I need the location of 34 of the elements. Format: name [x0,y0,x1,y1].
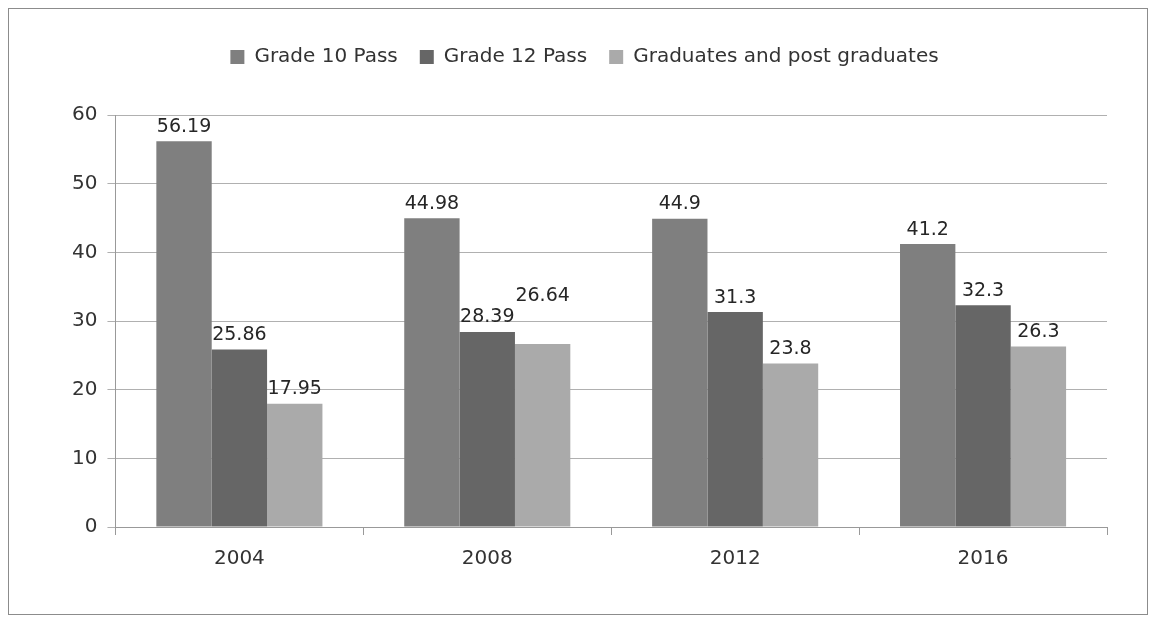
data-label: 56.19 [156,113,212,136]
y-tick-label: 40 [72,238,98,263]
data-label: 26.64 [515,283,570,306]
legend-label: Grade 12 Pass [443,43,588,68]
x-tick-label: 2004 [213,545,265,570]
legend-label: Graduates and post graduates [633,43,939,68]
y-tick-label: 30 [72,307,98,332]
data-label: 26.3 [1017,318,1060,341]
data-label: 28.39 [460,304,515,327]
data-label: 41.2 [906,216,949,239]
bar [459,332,515,527]
bar [707,312,763,527]
bar [955,305,1011,527]
bar [156,141,212,527]
y-tick-label: 60 [72,101,98,126]
bar [404,218,460,527]
bar [652,218,708,527]
bar [900,244,956,527]
data-label: 44.98 [404,190,460,213]
x-tick-label: 2012 [709,545,761,570]
data-label: 23.8 [769,336,812,359]
data-label: 17.95 [267,376,322,399]
data-label: 31.3 [714,284,757,307]
bar [211,349,268,527]
x-tick-label: 2016 [957,545,1009,570]
data-label: 32.3 [961,277,1005,300]
data-label: 25.86 [212,321,267,344]
data-label: 44.9 [658,191,701,214]
y-tick-label: 50 [72,169,98,194]
y-tick-label: 0 [84,513,98,538]
legend-label: Grade 10 Pass [254,43,398,68]
y-tick-label: 10 [72,444,98,469]
x-tick-label: 2008 [461,545,513,570]
y-tick-label: 20 [72,375,98,400]
